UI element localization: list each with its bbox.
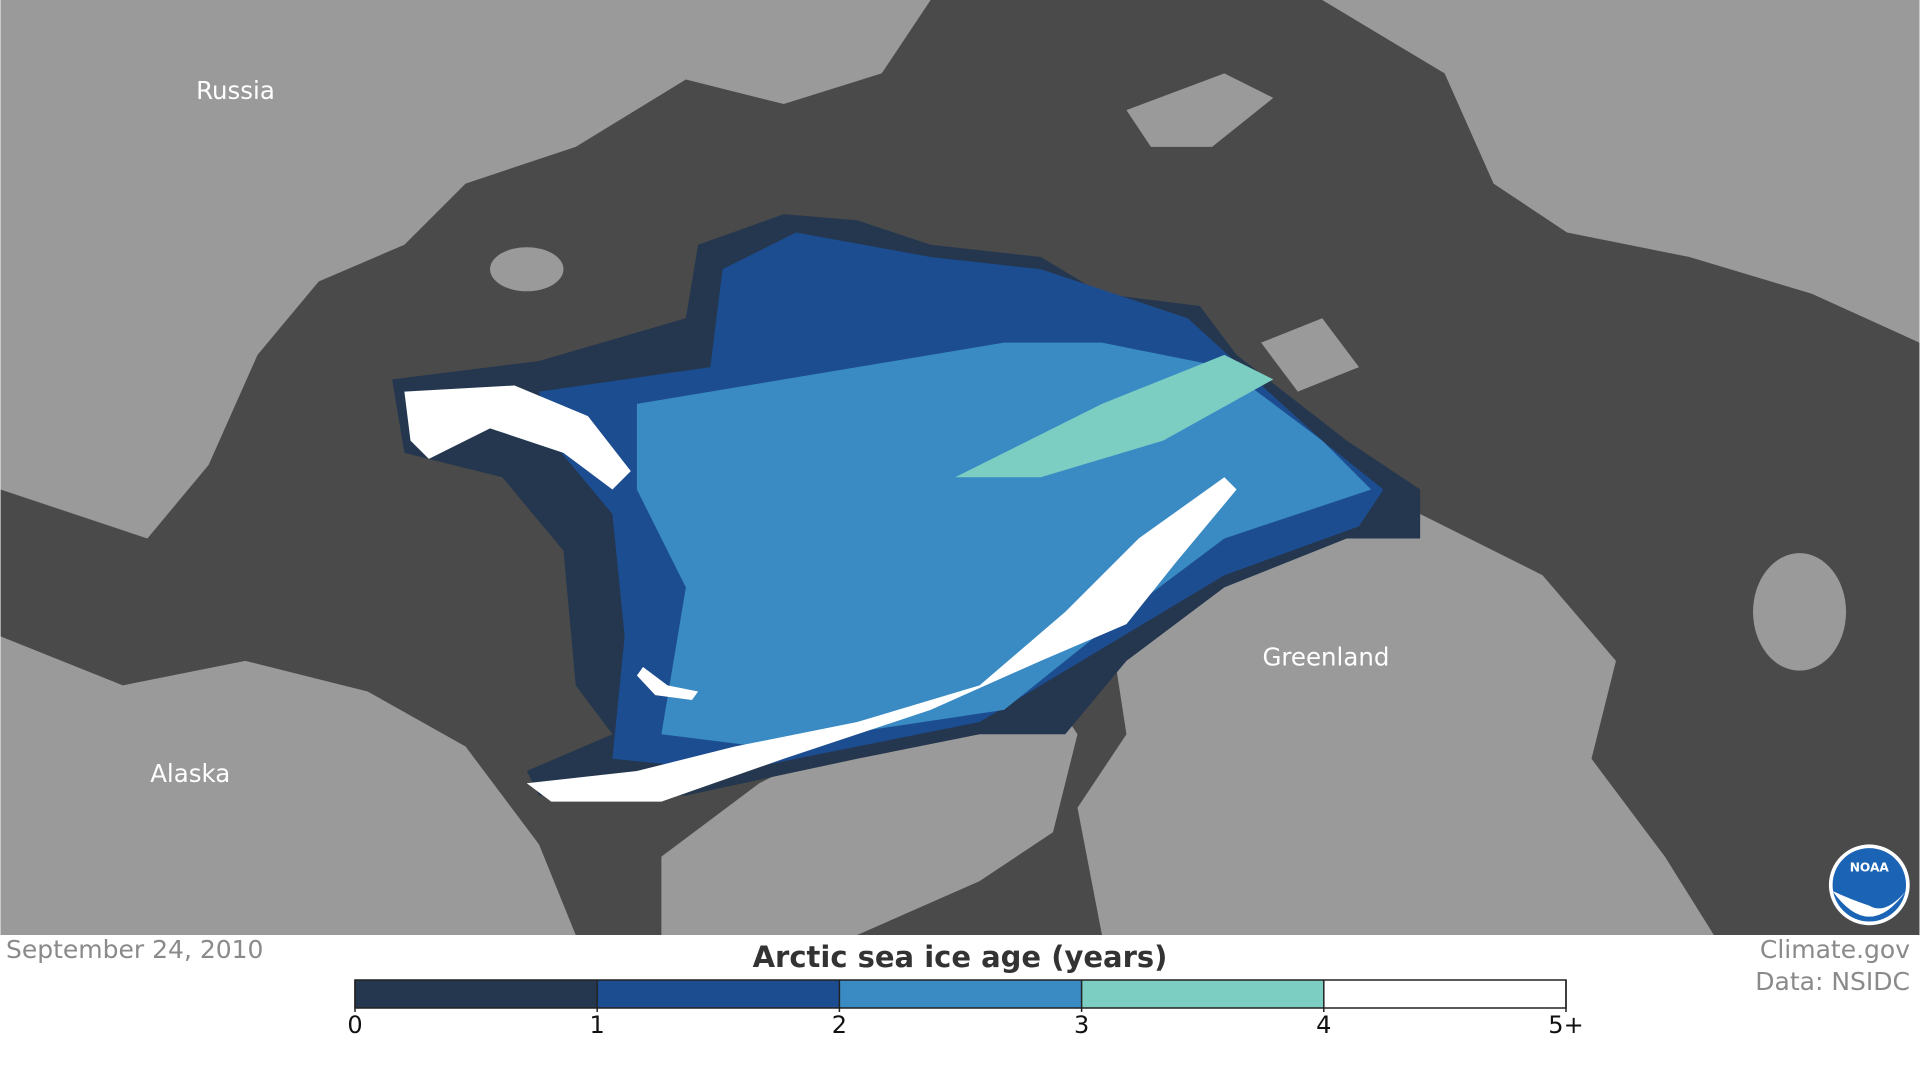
logo-text: NOAA (1850, 860, 1890, 874)
legend-swatch (355, 980, 598, 1008)
tick-label: 4 (1316, 1011, 1331, 1039)
tick-label: 5+ (1548, 1011, 1583, 1039)
legend-swatch (839, 980, 1082, 1008)
legend-title: Arctic sea ice age (years) (752, 940, 1168, 974)
legend-swatch (1323, 980, 1566, 1008)
tick-label: 3 (1074, 1011, 1089, 1039)
place-label: Russia (196, 76, 275, 105)
land (0, 0, 1920, 935)
credit: Climate.gov (1759, 935, 1910, 964)
tick-label: 2 (832, 1011, 847, 1039)
date: September 24, 2010 (6, 935, 264, 964)
tick-label: 1 (590, 1011, 605, 1039)
legend-swatch (597, 980, 840, 1008)
place-label: Alaska (150, 759, 230, 788)
noaa-logo: NOAA (1828, 844, 1910, 926)
legend-swatch (1081, 980, 1324, 1008)
tick-label: 0 (347, 1011, 362, 1039)
credit: Data: NSIDC (1755, 967, 1910, 996)
sea-ice (392, 214, 1421, 802)
legend-frame (354, 979, 1567, 1009)
map: Russia Alaska Greenland NOAA (0, 0, 1920, 935)
place-label: Greenland (1262, 643, 1389, 672)
